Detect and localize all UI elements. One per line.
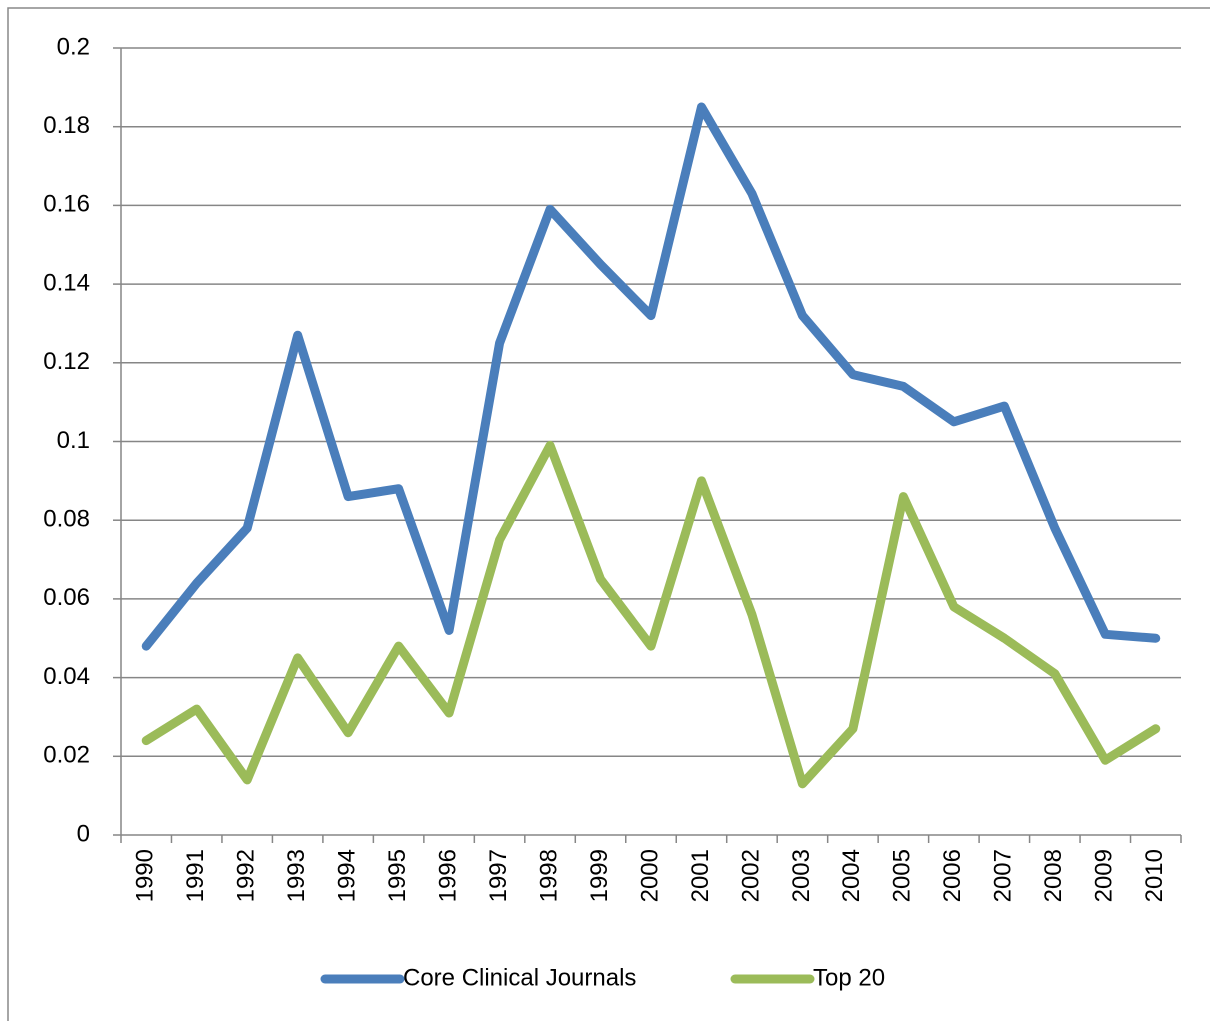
- x-tick-label: 2006: [939, 849, 966, 902]
- y-tick-label: 0.02: [43, 742, 90, 769]
- x-tick-label: 1995: [384, 849, 411, 902]
- x-tick-label: 1991: [182, 849, 209, 902]
- x-tick-label: 1994: [333, 849, 360, 902]
- x-tick-label: 1990: [132, 849, 159, 902]
- y-tick-label: 0.16: [43, 191, 90, 218]
- x-tick-label: 2009: [1091, 849, 1118, 902]
- y-tick-label: 0.18: [43, 112, 90, 139]
- y-tick-label: 0.2: [57, 33, 90, 60]
- legend-label: Top 20: [813, 964, 885, 991]
- x-tick-label: 2005: [889, 849, 916, 902]
- x-tick-label: 2000: [636, 849, 663, 902]
- x-tick-label: 1997: [485, 849, 512, 902]
- y-tick-label: 0.12: [43, 348, 90, 375]
- y-tick-label: 0.14: [43, 269, 90, 296]
- y-tick-label: 0.06: [43, 584, 90, 611]
- y-tick-label: 0.04: [43, 663, 90, 690]
- x-tick-label: 1999: [586, 849, 613, 902]
- series-line: [141, 440, 1161, 789]
- y-tick-label: 0.1: [57, 427, 90, 454]
- x-tick-label: 2001: [687, 849, 714, 902]
- x-tick-label: 2007: [990, 849, 1017, 902]
- x-tick-label: 1996: [434, 849, 461, 902]
- x-tick-label: 1992: [233, 849, 260, 902]
- x-tick-label: 2010: [1141, 849, 1168, 902]
- x-tick-label: 2002: [737, 849, 764, 902]
- x-tick-label: 2008: [1040, 849, 1067, 902]
- x-tick-label: 2003: [788, 849, 815, 902]
- x-tick-label: 1993: [283, 849, 310, 902]
- y-tick-label: 0.08: [43, 506, 90, 533]
- legend-label: Core Clinical Journals: [403, 964, 636, 991]
- y-tick-label: 0: [77, 820, 90, 847]
- x-tick-label: 1998: [535, 849, 562, 902]
- chart-frame: [7, 7, 1210, 1021]
- x-tick-label: 2004: [838, 849, 865, 902]
- series-line: [141, 102, 1161, 651]
